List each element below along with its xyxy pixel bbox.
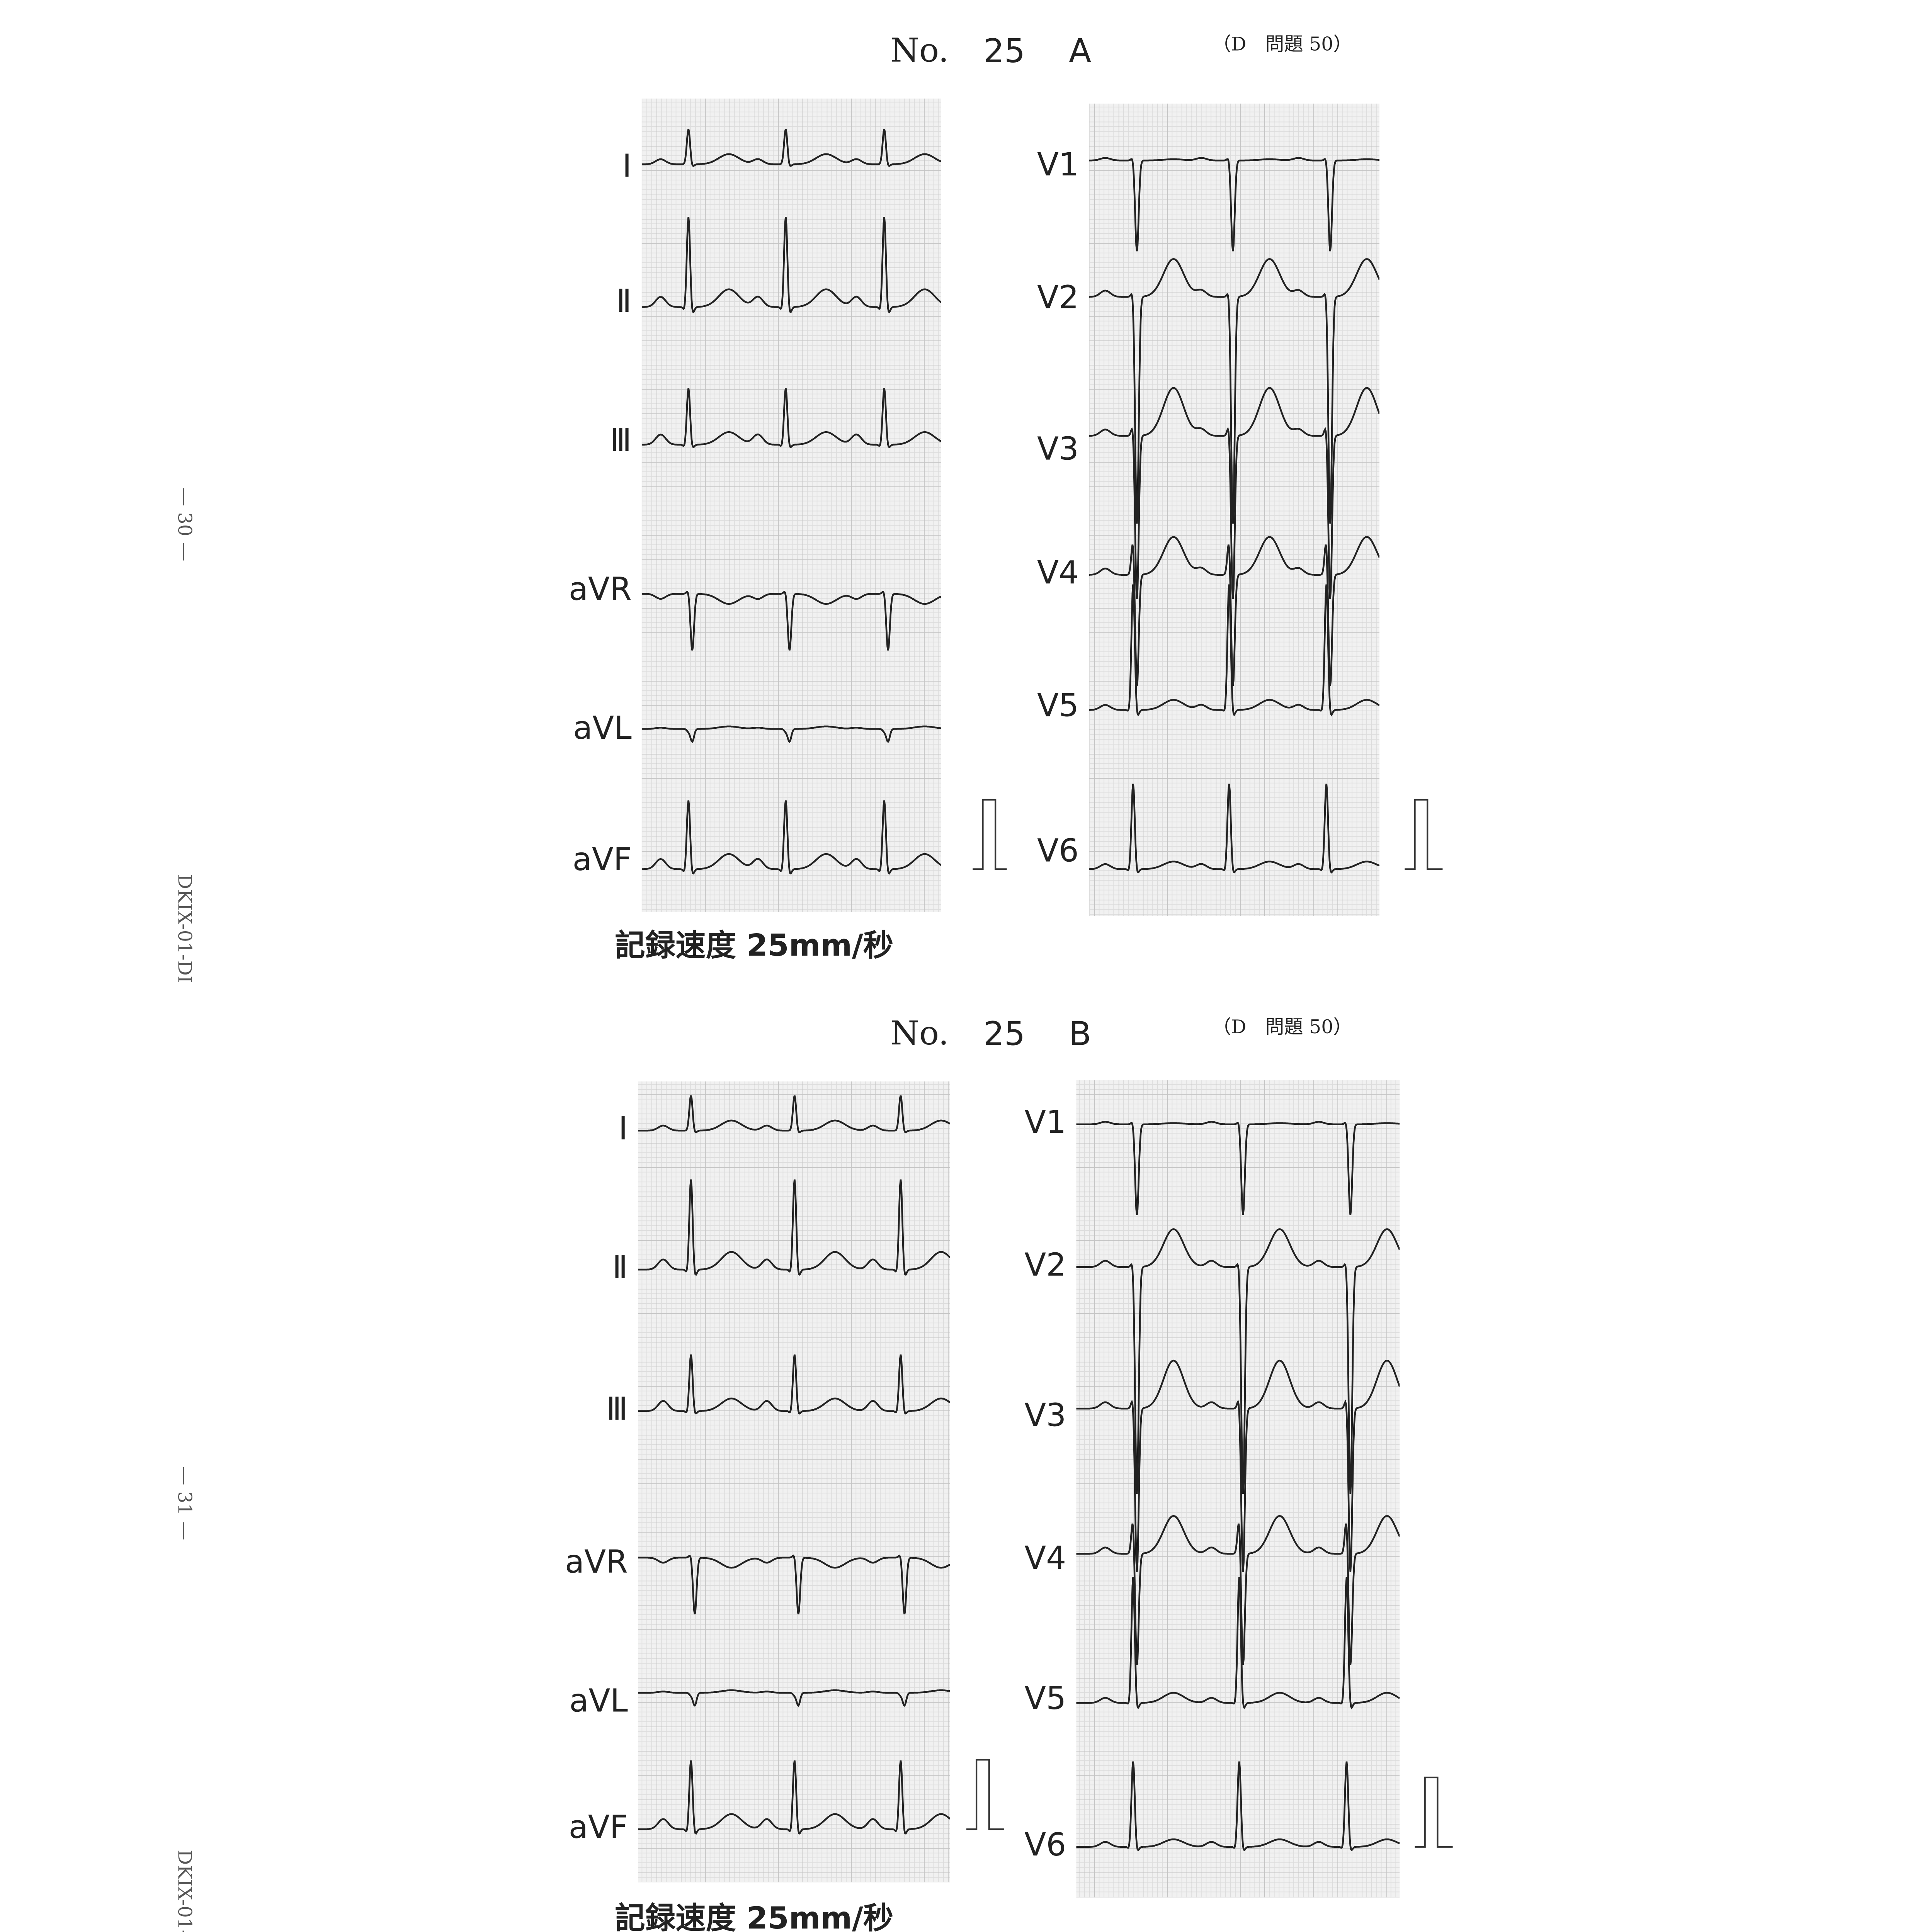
margin-text: — 31 — bbox=[174, 1466, 196, 1541]
ecg-trace bbox=[1089, 784, 1379, 874]
ecg-grid bbox=[1076, 1080, 1400, 1898]
ecg-trace bbox=[641, 388, 941, 448]
lead-label: aVR bbox=[569, 571, 632, 608]
ecg-trace bbox=[1076, 1228, 1400, 1494]
ecg-trace bbox=[641, 129, 941, 167]
lead-label: aVR bbox=[565, 1544, 628, 1580]
ecg-trace bbox=[638, 1179, 950, 1276]
ecg-trace bbox=[641, 590, 941, 651]
lead-label: aVL bbox=[569, 1683, 628, 1719]
lead-label: V1 bbox=[1024, 1104, 1066, 1141]
lead-label: V5 bbox=[1037, 687, 1079, 724]
lead-label: Ⅰ bbox=[619, 1111, 628, 1147]
margin-text: DKIX-01-DB bbox=[174, 1850, 196, 1932]
ecg-trace bbox=[638, 1095, 950, 1133]
lead-label: V2 bbox=[1024, 1247, 1066, 1284]
ecg-trace bbox=[1076, 1577, 1400, 1709]
header-letter: B bbox=[1069, 1015, 1091, 1053]
header-number: 25 bbox=[983, 1015, 1025, 1053]
lead-label: V3 bbox=[1024, 1397, 1066, 1434]
ecg-trace bbox=[641, 217, 941, 313]
lead-label: V6 bbox=[1037, 832, 1079, 869]
calibration-pulse bbox=[966, 1759, 1005, 1830]
ecg-trace bbox=[1076, 1761, 1400, 1852]
header-letter: A bbox=[1069, 32, 1091, 70]
lead-label: Ⅲ bbox=[606, 1391, 628, 1427]
lead-label: Ⅱ bbox=[612, 1249, 628, 1286]
ecg-grid bbox=[641, 99, 941, 912]
ecg-trace bbox=[641, 725, 941, 743]
calibration-pulse bbox=[1405, 799, 1443, 870]
header-no: No. bbox=[890, 31, 949, 70]
lead-label: Ⅱ bbox=[616, 283, 631, 320]
lead-label: V4 bbox=[1037, 554, 1079, 591]
margin-text: DKIX-01-DI bbox=[174, 874, 196, 983]
header-number: 25 bbox=[983, 32, 1025, 70]
ecg-trace bbox=[1089, 387, 1379, 599]
lead-label: aVF bbox=[573, 841, 632, 878]
ecg-trace bbox=[641, 800, 941, 875]
ecg-trace bbox=[1076, 1515, 1400, 1665]
ecg-trace bbox=[1089, 258, 1379, 524]
ecg-trace bbox=[638, 1689, 950, 1707]
lead-label: aVF bbox=[569, 1809, 628, 1845]
header-ref: （D 問題 50） bbox=[1212, 32, 1352, 55]
ecg-trace bbox=[638, 1354, 950, 1415]
ecg-trace bbox=[1089, 157, 1379, 252]
header-ref: （D 問題 50） bbox=[1212, 1015, 1352, 1038]
lead-label: Ⅲ bbox=[610, 422, 631, 459]
ecg-trace bbox=[638, 1760, 950, 1835]
lead-label: aVL bbox=[573, 710, 632, 747]
header-no: No. bbox=[890, 1014, 949, 1053]
calibration-pulse bbox=[1415, 1776, 1453, 1848]
ecg-trace bbox=[1089, 536, 1379, 686]
recording-speed: 記録速度 25mm/秒 bbox=[615, 928, 893, 963]
ecg-trace bbox=[1076, 1121, 1400, 1215]
calibration-pulse bbox=[973, 799, 1007, 870]
ecg-trace bbox=[638, 1554, 950, 1615]
lead-label: V4 bbox=[1024, 1540, 1066, 1577]
lead-label: V5 bbox=[1024, 1680, 1066, 1717]
ecg-trace bbox=[1076, 1359, 1400, 1572]
lead-label: V3 bbox=[1037, 431, 1079, 468]
ecg-trace bbox=[1089, 584, 1379, 717]
lead-label: Ⅰ bbox=[622, 148, 632, 184]
lead-label: V6 bbox=[1024, 1827, 1066, 1863]
lead-label: V1 bbox=[1037, 146, 1079, 183]
recording-speed: 記録速度 25mm/秒 bbox=[615, 1900, 893, 1932]
margin-text: — 30 — bbox=[174, 487, 196, 561]
lead-label: V2 bbox=[1037, 279, 1079, 316]
